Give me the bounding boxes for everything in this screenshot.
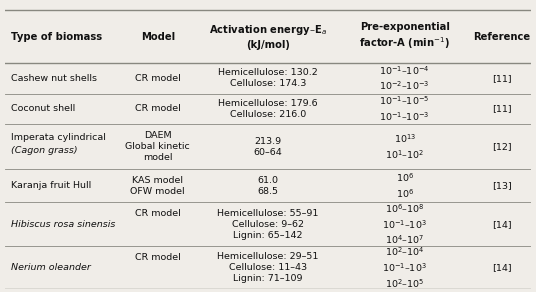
Text: (Cagon grass): (Cagon grass)	[11, 146, 77, 155]
Text: 213.9
60–64: 213.9 60–64	[254, 137, 282, 157]
Text: [11]: [11]	[492, 74, 511, 83]
Text: Type of biomass: Type of biomass	[11, 32, 102, 41]
Text: Hemicellulose: 29–51
Cellulose: 11–43
Lignin: 71–109: Hemicellulose: 29–51 Cellulose: 11–43 Li…	[217, 252, 319, 283]
Text: Karanja fruit Hull: Karanja fruit Hull	[11, 181, 91, 190]
Text: Hemicellulose: 130.2
Cellulose: 174.3: Hemicellulose: 130.2 Cellulose: 174.3	[218, 68, 318, 88]
Text: Cashew nut shells: Cashew nut shells	[11, 74, 96, 83]
Text: CR model: CR model	[135, 105, 181, 114]
Text: $10^{2}$–$10^{4}$
$10^{-1}$–$10^{3}$
$10^{2}$–$10^{5}$: $10^{2}$–$10^{4}$ $10^{-1}$–$10^{3}$ $10…	[382, 246, 427, 290]
Text: [13]: [13]	[492, 181, 512, 190]
Text: CR model: CR model	[135, 209, 181, 218]
Text: DAEM
Global kinetic
model: DAEM Global kinetic model	[125, 131, 190, 162]
Text: [12]: [12]	[492, 142, 511, 151]
Text: Reference: Reference	[473, 32, 530, 41]
Text: $10^{6}$–$10^{8}$
$10^{-1}$–$10^{3}$
$10^{4}$–$10^{7}$: $10^{6}$–$10^{8}$ $10^{-1}$–$10^{3}$ $10…	[382, 202, 427, 246]
Text: $10^{13}$
$10^{1}$–$10^{2}$: $10^{13}$ $10^{1}$–$10^{2}$	[385, 132, 424, 161]
Text: 61.0
68.5: 61.0 68.5	[257, 175, 279, 196]
Text: KAS model
OFW model: KAS model OFW model	[130, 175, 185, 196]
Text: Imperata cylindrical: Imperata cylindrical	[11, 133, 106, 142]
Text: Hemicellulose: 179.6
Cellulose: 216.0: Hemicellulose: 179.6 Cellulose: 216.0	[218, 99, 318, 119]
Text: Hibiscus rosa sinensis: Hibiscus rosa sinensis	[11, 220, 115, 229]
Text: $10^{-1}$–$10^{-5}$
$10^{-1}$–$10^{-3}$: $10^{-1}$–$10^{-5}$ $10^{-1}$–$10^{-3}$	[379, 95, 430, 123]
Text: [14]: [14]	[492, 263, 511, 272]
Text: $10^{6}$
$10^{6}$: $10^{6}$ $10^{6}$	[396, 171, 414, 200]
Text: Model: Model	[140, 32, 175, 41]
Text: Nerium oleander: Nerium oleander	[11, 263, 91, 272]
Text: Pre-exponential
factor-A (min$^{-1}$): Pre-exponential factor-A (min$^{-1}$)	[359, 22, 450, 51]
Text: Hemicellulose: 55–91
Cellulose: 9–62
Lignin: 65–142: Hemicellulose: 55–91 Cellulose: 9–62 Lig…	[217, 209, 319, 240]
Text: CR model: CR model	[135, 74, 181, 83]
Text: Coconut shell: Coconut shell	[11, 105, 75, 114]
Text: Activation energy–E$_a$
(kJ/mol): Activation energy–E$_a$ (kJ/mol)	[209, 23, 327, 50]
Text: $10^{-1}$–$10^{-4}$
$10^{-2}$–$10^{-3}$: $10^{-1}$–$10^{-4}$ $10^{-2}$–$10^{-3}$	[379, 64, 430, 93]
Text: CR model: CR model	[135, 253, 181, 262]
Text: [11]: [11]	[492, 105, 511, 114]
Text: [14]: [14]	[492, 220, 511, 229]
